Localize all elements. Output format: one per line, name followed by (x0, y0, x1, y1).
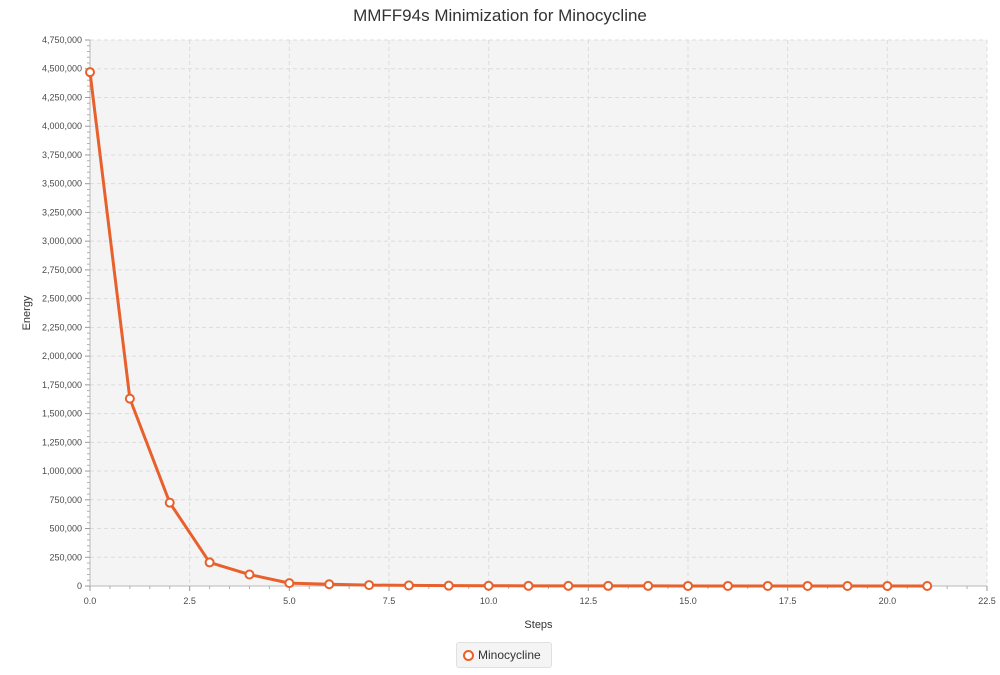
x-tick-label: 15.0 (679, 596, 697, 606)
series-line (88, 72, 928, 588)
data-point[interactable] (643, 580, 654, 591)
data-point[interactable] (802, 580, 813, 591)
x-axis-title: Steps (524, 619, 553, 631)
data-point[interactable] (244, 569, 255, 580)
y-tick-label: 1,000,000 (42, 466, 82, 476)
y-axis-title: Energy (21, 295, 33, 330)
y-tick-label: 3,500,000 (42, 179, 82, 189)
y-tick-label: 2,500,000 (42, 294, 82, 304)
y-tick-label: 3,750,000 (42, 150, 82, 160)
data-point[interactable] (443, 580, 454, 591)
data-point[interactable] (324, 579, 335, 590)
x-tick-label: 20.0 (879, 596, 897, 606)
x-tick-label: 7.5 (383, 596, 396, 606)
x-tick-label: 10.0 (480, 596, 498, 606)
y-tick-label: 500,000 (49, 524, 82, 534)
x-tick-label: 22.5 (978, 596, 996, 606)
data-point[interactable] (204, 557, 215, 568)
chart-title: MMFF94s Minimization for Minocycline (353, 6, 647, 25)
y-tick-label: 1,750,000 (42, 380, 82, 390)
data-point[interactable] (683, 580, 693, 591)
y-tick-label: 1,250,000 (42, 437, 82, 447)
data-point[interactable] (124, 393, 135, 404)
data-point[interactable] (722, 580, 733, 591)
y-tick-label: 4,000,000 (42, 121, 82, 131)
y-tick-label: 3,250,000 (42, 207, 82, 217)
y-tick-label: 4,750,000 (42, 35, 82, 45)
data-point[interactable] (164, 497, 175, 508)
y-tick-label: 250,000 (49, 552, 82, 562)
data-point[interactable] (563, 580, 574, 591)
data-point[interactable] (483, 580, 494, 591)
legend-marker-icon (463, 649, 474, 661)
data-point[interactable] (403, 580, 414, 591)
data-point[interactable] (603, 580, 614, 591)
y-tick-label: 2,000,000 (42, 351, 82, 361)
legend[interactable]: Minocycline (456, 642, 552, 668)
y-tick-label: 750,000 (49, 495, 82, 505)
x-tick-label: 0.0 (84, 596, 97, 606)
data-point[interactable] (284, 578, 295, 589)
y-tick-label: 4,500,000 (42, 64, 82, 74)
data-point[interactable] (842, 580, 853, 591)
legend-label: Minocycline (478, 648, 541, 662)
data-point[interactable] (922, 580, 933, 591)
y-tick-label: 2,750,000 (42, 265, 82, 275)
plot-background (90, 40, 987, 586)
x-tick-label: 17.5 (779, 596, 797, 606)
data-point[interactable] (85, 67, 95, 78)
data-point[interactable] (882, 580, 893, 591)
x-tick-label: 2.5 (183, 596, 196, 606)
data-point[interactable] (523, 580, 534, 591)
x-tick-label: 12.5 (580, 596, 598, 606)
y-tick-label: 1,500,000 (42, 409, 82, 419)
y-tick-label: 4,250,000 (42, 92, 82, 102)
data-point[interactable] (364, 580, 375, 591)
y-tick-label: 3,000,000 (42, 236, 82, 246)
y-tick-label: 0 (77, 581, 82, 591)
data-point[interactable] (762, 580, 773, 591)
y-tick-label: 2,250,000 (42, 322, 82, 332)
x-tick-label: 5.0 (283, 596, 296, 606)
